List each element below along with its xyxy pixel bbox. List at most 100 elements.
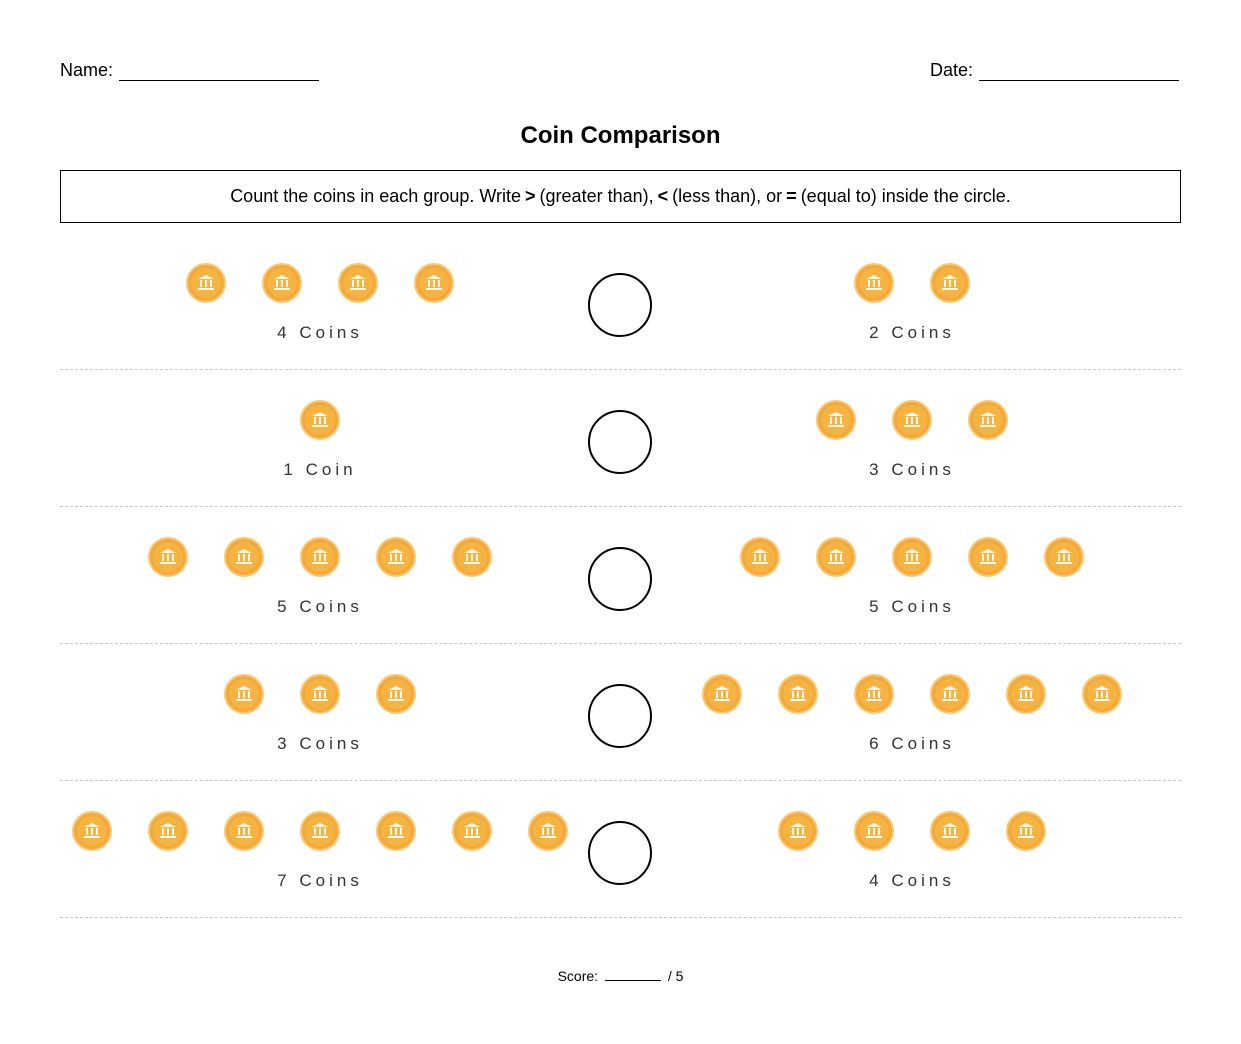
coin-icon [854, 263, 894, 303]
equal-text: (equal to) inside the circle. [800, 186, 1011, 206]
coin-icon [528, 811, 568, 851]
date-blank-line[interactable] [979, 65, 1180, 81]
answer-circle[interactable] [588, 821, 652, 885]
bank-building-icon [714, 686, 730, 701]
coin-icon [338, 263, 378, 303]
bank-building-icon [84, 823, 100, 838]
coin-icon [452, 537, 492, 577]
bank-building-icon [312, 823, 328, 838]
bank-building-icon [828, 549, 844, 564]
coin-icon [892, 400, 932, 440]
bank-building-icon [942, 275, 958, 290]
date-label: Date: [930, 60, 974, 80]
right-coin-group: 3 Coins [652, 370, 1172, 507]
bank-building-icon [866, 275, 882, 290]
coin-row [60, 400, 580, 440]
coin-icon [186, 263, 226, 303]
coin-icon [300, 811, 340, 851]
right-coin-group: 5 Coins [652, 507, 1172, 644]
bank-building-icon [160, 823, 176, 838]
bank-building-icon [790, 686, 806, 701]
bank-building-icon [464, 549, 480, 564]
answer-circle[interactable] [588, 273, 652, 337]
problem-row: 7 Coins 4 Coins [60, 781, 1181, 918]
left-coin-group: 3 Coins [60, 644, 580, 781]
coin-count-label: 5 Coins [869, 597, 955, 616]
less-than-symbol: < [657, 186, 669, 206]
coin-icon [1006, 811, 1046, 851]
coin-icon [148, 811, 188, 851]
equal-symbol: = [786, 186, 797, 206]
left-coin-group: 5 Coins [60, 507, 580, 644]
greater-than-symbol: > [525, 186, 536, 206]
bank-building-icon [1056, 549, 1072, 564]
bank-building-icon [312, 549, 328, 564]
bank-building-icon [388, 686, 404, 701]
score-blank[interactable] [604, 969, 661, 981]
coin-icon [300, 537, 340, 577]
bank-building-icon [866, 823, 882, 838]
coin-count-label: 5 Coins [277, 597, 363, 616]
coin-icon [376, 537, 416, 577]
bank-building-icon [752, 549, 768, 564]
coin-row [60, 674, 580, 714]
bank-building-icon [274, 275, 290, 290]
coin-icon [816, 400, 856, 440]
bank-building-icon [1018, 823, 1034, 838]
bank-building-icon [866, 686, 882, 701]
coin-icon [968, 537, 1008, 577]
answer-circle[interactable] [588, 547, 652, 611]
coin-icon [854, 811, 894, 851]
coin-count-label: 4 Coins [869, 871, 955, 890]
bank-building-icon [540, 823, 556, 838]
problem-row: 1 Coin 3 Coins [60, 370, 1181, 507]
answer-circle[interactable] [588, 410, 652, 474]
coin-count-label: 2 Coins [869, 323, 955, 342]
score-label: Score: [557, 968, 599, 984]
coin-icon [376, 811, 416, 851]
coin-row [60, 263, 580, 303]
coin-count-label: 3 Coins [869, 460, 955, 479]
left-coin-group: 7 Coins [60, 781, 580, 918]
bank-building-icon [904, 412, 920, 427]
coin-count-label: 3 Coins [277, 734, 363, 753]
date-field[interactable]: Date: [930, 60, 1180, 81]
coin-row [652, 811, 1172, 851]
coin-icon [72, 811, 112, 851]
bank-building-icon [790, 823, 806, 838]
name-field[interactable]: Name: [60, 60, 320, 81]
bank-building-icon [904, 549, 920, 564]
instructions-prefix: Count the coins in each group. Write [230, 186, 522, 206]
coin-icon [930, 263, 970, 303]
bank-building-icon [942, 686, 958, 701]
bank-building-icon [312, 686, 328, 701]
answer-circle[interactable] [588, 684, 652, 748]
bank-building-icon [236, 549, 252, 564]
right-coin-group: 2 Coins [652, 233, 1172, 370]
coin-icon [740, 537, 780, 577]
coin-icon [414, 263, 454, 303]
bank-building-icon [464, 823, 480, 838]
bank-building-icon [350, 275, 366, 290]
coin-icon [702, 674, 742, 714]
coin-count-label: 1 Coin [283, 460, 357, 479]
coin-icon [778, 674, 818, 714]
left-coin-group: 1 Coin [60, 370, 580, 507]
coin-icon [854, 674, 894, 714]
right-coin-group: 4 Coins [652, 781, 1172, 918]
bank-building-icon [198, 275, 214, 290]
bank-building-icon [426, 275, 442, 290]
problem-row: 4 Coins 2 Coins [60, 233, 1181, 370]
bank-building-icon [312, 412, 328, 427]
bank-building-icon [980, 549, 996, 564]
name-blank-line[interactable] [119, 65, 320, 81]
problem-row: 3 Coins 6 Coins [60, 644, 1181, 781]
coin-icon [930, 811, 970, 851]
coin-icon [300, 400, 340, 440]
coin-row [60, 811, 580, 851]
coin-icon [968, 400, 1008, 440]
bank-building-icon [942, 823, 958, 838]
bank-building-icon [980, 412, 996, 427]
coin-icon [262, 263, 302, 303]
coin-icon [1006, 674, 1046, 714]
